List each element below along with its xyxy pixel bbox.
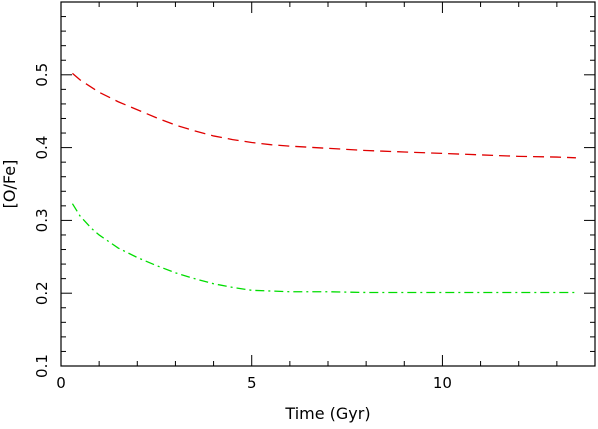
y-tick-label: 0.1	[33, 354, 51, 378]
y-tick-label: 0.3	[33, 208, 51, 232]
plot-frame	[60, 1, 596, 367]
axis-ticks	[60, 1, 596, 367]
y-axis-label: [O/Fe]	[0, 160, 19, 209]
y-tick-label: 0.4	[33, 136, 51, 160]
y-tick-label: 0.5	[33, 63, 51, 87]
x-axis-label: Time (Gyr)	[284, 404, 370, 423]
x-tick-label: 10	[433, 374, 452, 392]
series-layer	[71, 72, 576, 294]
x-tick-label: 5	[247, 374, 257, 392]
series-line-red-dashed	[72, 72, 576, 159]
series-line-green-dashdot	[71, 203, 576, 294]
y-tick-label: 0.2	[33, 281, 51, 305]
x-tick-label: 0	[56, 374, 66, 392]
tick-labels: 0 5 10 0.1 0.2 0.3 0.4 0.5	[33, 63, 452, 392]
